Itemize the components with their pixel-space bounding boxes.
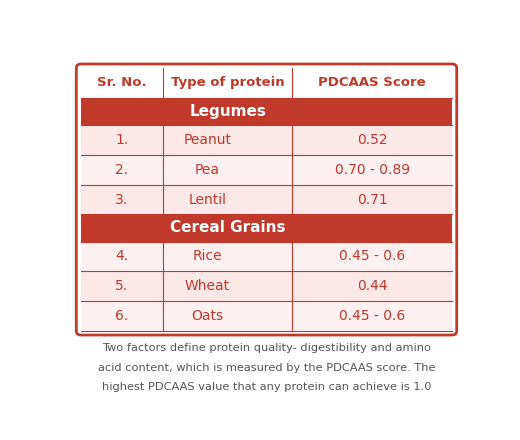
Bar — [81, 271, 452, 301]
Bar — [81, 185, 452, 214]
Text: Peanut: Peanut — [184, 133, 231, 147]
Text: Rice: Rice — [192, 249, 222, 264]
Text: Wheat: Wheat — [185, 279, 230, 293]
Text: highest PDCAAS value that any protein can achieve is 1.0: highest PDCAAS value that any protein ca… — [102, 382, 431, 392]
Text: 3.: 3. — [115, 193, 128, 206]
Bar — [81, 242, 452, 271]
Bar — [81, 125, 452, 155]
Text: 5.: 5. — [115, 279, 128, 293]
Text: Sr. No.: Sr. No. — [97, 77, 147, 89]
Text: 6.: 6. — [115, 309, 128, 323]
Text: 0.44: 0.44 — [357, 279, 387, 293]
Bar — [81, 301, 452, 331]
Bar — [81, 98, 452, 125]
Text: acid content, which is measured by the PDCAAS score. The: acid content, which is measured by the P… — [98, 363, 435, 373]
Bar — [81, 155, 452, 185]
Text: Lentil: Lentil — [188, 193, 226, 206]
Text: 0.71: 0.71 — [357, 193, 387, 206]
Text: Type of protein: Type of protein — [171, 77, 284, 89]
Text: Oats: Oats — [191, 309, 224, 323]
Text: 0.45 - 0.6: 0.45 - 0.6 — [339, 249, 405, 264]
Bar — [81, 214, 452, 242]
Text: 1.: 1. — [115, 133, 128, 147]
Bar — [81, 68, 452, 98]
Text: 2.: 2. — [115, 163, 128, 177]
Text: 0.70 - 0.89: 0.70 - 0.89 — [334, 163, 410, 177]
Text: 4.: 4. — [115, 249, 128, 264]
Text: Two factors define protein quality- digestibility and amino: Two factors define protein quality- dige… — [102, 343, 431, 353]
Text: Legumes: Legumes — [189, 104, 266, 119]
Text: PDCAAS Score: PDCAAS Score — [318, 77, 426, 89]
Text: 0.45 - 0.6: 0.45 - 0.6 — [339, 309, 405, 323]
Text: Pea: Pea — [195, 163, 220, 177]
Text: 0.52: 0.52 — [357, 133, 387, 147]
FancyBboxPatch shape — [76, 64, 457, 335]
Text: Cereal Grains: Cereal Grains — [170, 220, 285, 235]
